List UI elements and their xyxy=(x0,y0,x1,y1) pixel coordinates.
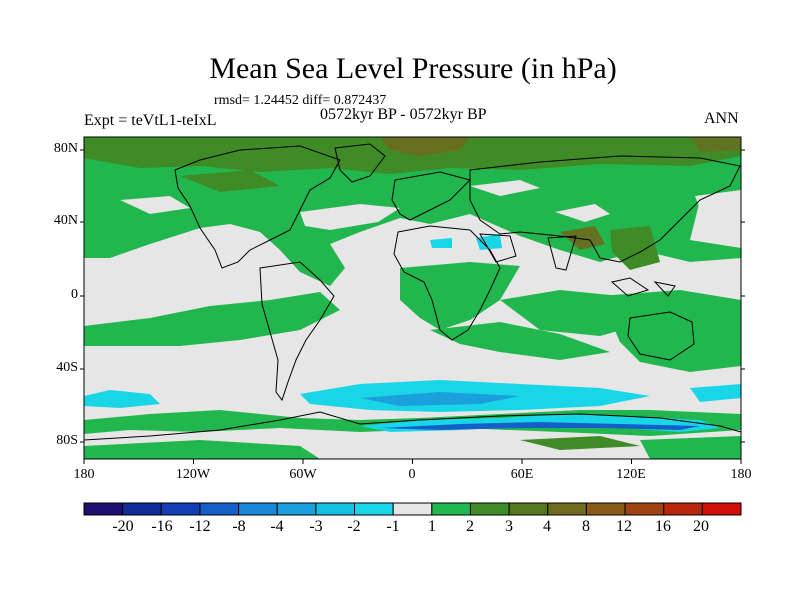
colorbar-swatch xyxy=(585,502,626,516)
lon-tick-label-60e: 60E xyxy=(510,467,534,482)
north-pacific-dark-patch xyxy=(180,170,280,192)
mediterranean-negative-patch xyxy=(430,238,452,248)
colorbar-label: -16 xyxy=(151,518,173,535)
asia-dark-patch xyxy=(610,226,660,270)
colorbar-label: 8 xyxy=(582,518,590,535)
colorbar-swatch xyxy=(122,502,162,516)
colorbar-swatch xyxy=(392,502,433,516)
coastlines xyxy=(84,143,741,459)
north-neutral-pocket-4 xyxy=(120,196,190,214)
colorbar-label: -4 xyxy=(270,518,284,535)
colorbar-swatch xyxy=(238,502,278,516)
colorbar-swatch xyxy=(701,502,742,516)
colorbar-label: 4 xyxy=(543,518,551,535)
south-pacific-green xyxy=(84,292,340,346)
colorbar-label: 1 xyxy=(428,518,436,535)
lon-tick-label-120w: 120W xyxy=(175,467,211,482)
colorbar-swatch xyxy=(469,502,510,516)
lon-tick-label-180e: 180 xyxy=(730,467,752,482)
lat-tick-marks xyxy=(80,149,745,443)
tropical-africa-green xyxy=(400,262,520,330)
lat-tick-label-40s: 40S xyxy=(56,360,78,375)
lat-tick-label-40n: 40N xyxy=(53,213,78,228)
colorbar-swatch xyxy=(431,502,471,516)
colorbar-label: -1 xyxy=(386,518,400,535)
antarctic-south-green xyxy=(84,440,320,459)
asia-high-patch xyxy=(560,226,605,250)
colorbar-label: -2 xyxy=(347,518,361,535)
season-label: ANN xyxy=(704,110,739,127)
colorbar-swatch xyxy=(160,502,201,516)
north-neutral-pocket-1 xyxy=(300,204,400,230)
colorbar-swatch xyxy=(663,502,703,516)
colorbar-label: 3 xyxy=(505,518,513,535)
colorbar-label: -3 xyxy=(309,518,323,535)
north-neutral-pocket-5 xyxy=(470,180,540,196)
colorbar-swatch xyxy=(508,502,549,516)
colorbar-swatch xyxy=(354,502,394,516)
antarctic-dark-patch xyxy=(520,436,640,450)
experiment-label: Expt = teVtL1-teIxL xyxy=(84,112,217,129)
north-neutral-pocket-2 xyxy=(555,204,610,222)
rmsd-diff-stats: rmsd= 1.24452 diff= 0.872437 xyxy=(214,93,387,108)
arctic-high-region-east xyxy=(690,137,741,152)
australia-green xyxy=(600,290,741,372)
colorbar-swatch xyxy=(315,502,356,516)
colorbar-label: 20 xyxy=(693,518,709,535)
colorbar-swatch xyxy=(83,502,124,516)
arctic-high-region xyxy=(380,137,470,156)
lon-tick-label-120e: 120E xyxy=(616,467,646,482)
antarctic-negative-deep xyxy=(380,422,700,430)
map-field xyxy=(84,137,741,459)
colorbar-swatch xyxy=(276,502,317,516)
lat-tick-label-0: 0 xyxy=(71,287,78,302)
lon-tick-label-60w: 60W xyxy=(289,467,317,482)
lon-tick-marks xyxy=(83,459,742,464)
colorbar-label: -12 xyxy=(189,518,211,535)
colorbar-label: -20 xyxy=(112,518,134,535)
lat-tick-label-80n: 80N xyxy=(53,141,78,156)
colorbar-swatch xyxy=(547,502,587,516)
southern-ocean-negative-east xyxy=(690,384,741,402)
colorbar-label: 2 xyxy=(466,518,474,535)
southern-ocean-negative-core xyxy=(360,392,520,406)
southern-ocean-negative-west xyxy=(84,390,160,408)
page-title: Mean Sea Level Pressure (in hPa) xyxy=(209,52,617,85)
colorbar-swatch xyxy=(199,502,240,516)
lon-tick-label-180w: 180 xyxy=(73,467,95,482)
colorbar-label: 12 xyxy=(616,518,632,535)
north-neutral-pocket-3 xyxy=(695,190,741,222)
colorbar-label: 16 xyxy=(655,518,671,535)
period-label: 0572kyr BP - 0572kyr BP xyxy=(320,106,487,123)
antarctic-south-green-east xyxy=(640,436,741,459)
colorbar xyxy=(83,502,742,516)
colorbar-label: -8 xyxy=(232,518,246,535)
colorbar-swatch xyxy=(624,502,665,516)
lon-tick-label-0: 0 xyxy=(408,467,416,482)
lat-tick-label-80s: 80S xyxy=(56,433,78,448)
south-atlantic-green xyxy=(430,322,610,360)
